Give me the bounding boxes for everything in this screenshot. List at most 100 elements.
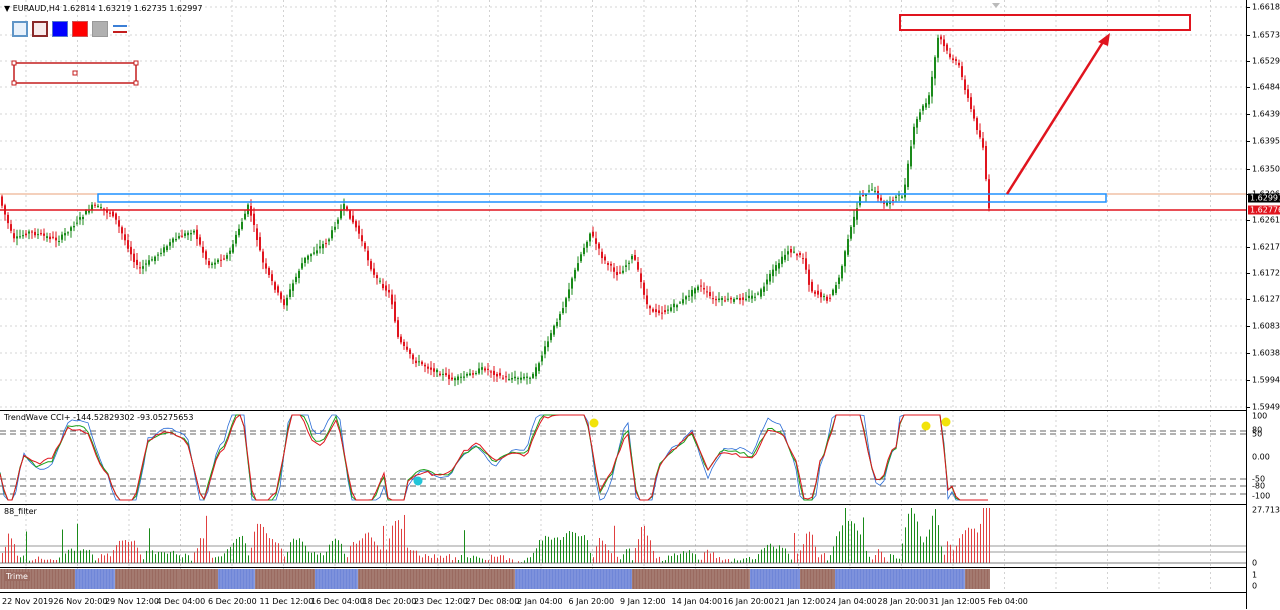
candle — [145, 260, 147, 272]
histogram-bar — [644, 526, 645, 563]
candle — [82, 215, 84, 226]
candle — [91, 202, 93, 213]
price-tick — [1246, 353, 1250, 354]
price-chart[interactable] — [0, 0, 1246, 410]
line-pair-icon[interactable] — [112, 21, 128, 37]
histogram-bar — [716, 558, 717, 563]
candle — [310, 253, 312, 262]
histogram-bar — [230, 547, 231, 563]
filter-pane[interactable]: 88_filter — [0, 504, 1246, 567]
histogram-bar — [599, 538, 600, 563]
candle — [841, 264, 843, 281]
time-label: 29 Nov 12:00 — [105, 597, 159, 606]
histogram-bar — [620, 559, 621, 563]
histogram-bar — [329, 545, 330, 563]
trime-segment — [358, 569, 515, 589]
histogram-bar — [953, 550, 954, 563]
histogram-bar — [185, 554, 186, 563]
candle — [70, 226, 72, 238]
histogram-bar — [551, 540, 552, 563]
histogram-bar — [749, 557, 750, 563]
candle — [586, 240, 588, 252]
candle — [937, 35, 939, 63]
histogram-bar — [275, 542, 276, 563]
fill-red-icon[interactable] — [72, 21, 88, 37]
candle — [274, 281, 276, 293]
trime-segment — [75, 569, 115, 589]
candle — [808, 264, 810, 292]
candle — [676, 304, 678, 311]
candle — [103, 208, 105, 216]
histogram-bar — [5, 547, 6, 563]
histogram-bar — [170, 552, 171, 563]
rect-outline-blue-icon[interactable] — [12, 21, 28, 37]
candle — [970, 93, 972, 112]
candle — [202, 241, 204, 258]
cci-level-m80: -80 — [1252, 482, 1265, 491]
histogram-bar — [809, 532, 810, 563]
price-label: 1.61720 — [1252, 269, 1280, 278]
candle — [340, 204, 342, 220]
candle — [337, 217, 339, 229]
candle — [715, 296, 717, 306]
histogram-bar — [641, 527, 642, 563]
histogram-bar — [212, 558, 213, 563]
candle — [349, 209, 351, 219]
histogram-bar — [902, 543, 903, 563]
histogram-bar — [746, 558, 747, 563]
histogram-bar — [467, 557, 468, 563]
time-label: 14 Jan 04:00 — [672, 597, 723, 606]
candle — [4, 204, 6, 221]
histogram-bar — [248, 555, 249, 563]
trendwave-pane[interactable]: TrendWave CCI+ -144.52829302 -93.0527565… — [0, 410, 1246, 504]
histogram-bar — [419, 556, 420, 563]
histogram-bar — [476, 557, 477, 563]
rect-handle — [134, 61, 138, 65]
histogram-bar — [569, 531, 570, 563]
candle — [988, 174, 990, 211]
fill-gray-icon[interactable] — [92, 21, 108, 37]
histogram-bar — [47, 560, 48, 563]
candle — [631, 254, 633, 263]
main-chart-pane[interactable]: ▼ EURAUD,H4 1.62814 1.63219 1.62735 1.62… — [0, 0, 1246, 410]
histogram-bar — [416, 551, 417, 563]
candle — [133, 249, 135, 268]
histogram-bar — [284, 556, 285, 563]
candle — [484, 366, 486, 372]
candle — [307, 255, 309, 264]
histogram-bar — [395, 521, 396, 563]
histogram-bar — [959, 538, 960, 563]
trime-segment — [255, 569, 315, 589]
histogram-bar — [266, 533, 267, 563]
candle — [235, 231, 237, 246]
histogram-bar — [113, 550, 114, 563]
histogram-bar — [194, 553, 195, 563]
fill-blue-icon[interactable] — [52, 21, 68, 37]
histogram-bar — [788, 554, 789, 563]
histogram-bar — [833, 546, 834, 563]
histogram-bar — [434, 554, 435, 563]
histogram-bar — [446, 556, 447, 563]
time-label: 26 Nov 20:00 — [54, 597, 108, 606]
candle — [610, 261, 612, 271]
histogram-bar — [98, 558, 99, 563]
trime-pane[interactable]: Trime — [0, 567, 1246, 592]
histogram-bar — [407, 548, 408, 563]
histogram-bar — [473, 556, 474, 563]
candle — [910, 140, 912, 169]
candle — [748, 289, 750, 302]
time-label: 4 Dec 04:00 — [157, 597, 206, 606]
rect-outline-red-icon[interactable] — [32, 21, 48, 37]
histogram-bar — [26, 531, 27, 563]
histogram-bar — [89, 550, 90, 563]
price-label: 1.66185 — [1252, 3, 1280, 12]
histogram-bar — [350, 546, 351, 563]
arrow-head — [1098, 33, 1110, 46]
trime-level-0: 0 — [1252, 582, 1257, 591]
histogram-bar — [944, 555, 945, 563]
time-label: 27 Dec 08:00 — [466, 597, 520, 606]
histogram-bar — [728, 559, 729, 563]
histogram-bar — [314, 552, 315, 563]
candle — [187, 230, 189, 240]
